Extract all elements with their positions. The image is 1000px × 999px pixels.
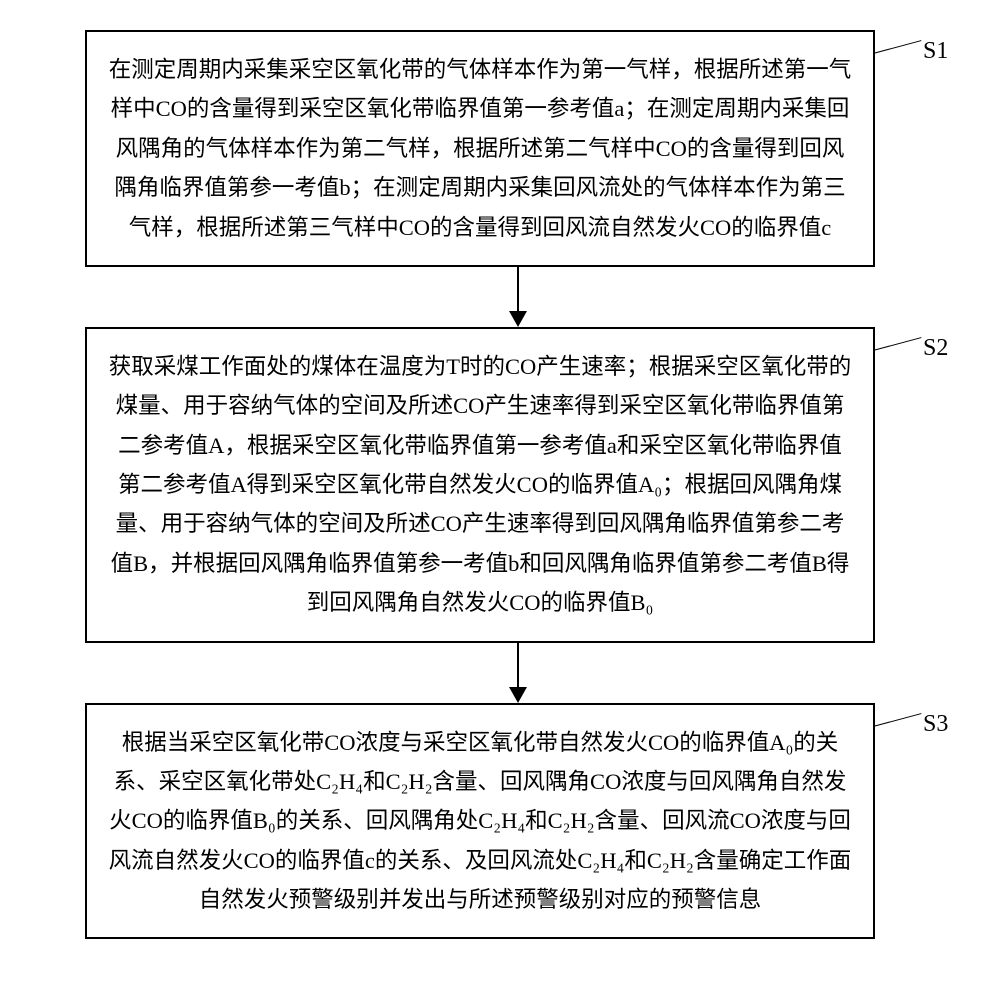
step-s2-box: 获取采煤工作面处的煤体在温度为T时的CO产生速率；根据采空区氧化带的煤量、用于容…	[85, 327, 875, 643]
step-s3-container: 根据当采空区氧化带CO浓度与采空区氧化带自然发火CO的临界值A₀的关系、采空区氧…	[50, 703, 950, 940]
arrow-s1-s2	[123, 267, 913, 327]
step-s1-label-text: S1	[923, 38, 948, 64]
step-s3-label: S3	[923, 711, 948, 738]
label-connector-line	[873, 40, 922, 54]
step-s2-container: 获取采煤工作面处的煤体在温度为T时的CO产生速率；根据采空区氧化带的煤量、用于容…	[50, 327, 950, 643]
arrow-head-icon	[509, 687, 527, 703]
step-s3-text: 根据当采空区氧化带CO浓度与采空区氧化带自然发火CO的临界值A₀的关系、采空区氧…	[109, 730, 852, 913]
label-connector-line	[873, 337, 922, 351]
arrow-line	[517, 643, 519, 693]
step-s1-label: S1	[923, 38, 948, 65]
step-s1-text: 在测定周期内采集采空区氧化带的气体样本作为第一气样，根据所述第一气样中CO的含量…	[109, 57, 852, 240]
step-s2-text: 获取采煤工作面处的煤体在温度为T时的CO产生速率；根据采空区氧化带的煤量、用于容…	[109, 354, 852, 615]
step-s1-container: 在测定周期内采集采空区氧化带的气体样本作为第一气样，根据所述第一气样中CO的含量…	[50, 30, 950, 267]
step-s3-label-text: S3	[923, 711, 948, 737]
flowchart-container: 在测定周期内采集采空区氧化带的气体样本作为第一气样，根据所述第一气样中CO的含量…	[50, 30, 950, 939]
label-connector-line	[873, 713, 922, 727]
step-s2-label: S2	[923, 335, 948, 362]
arrow-head-icon	[509, 311, 527, 327]
step-s3-box: 根据当采空区氧化带CO浓度与采空区氧化带自然发火CO的临界值A₀的关系、采空区氧…	[85, 703, 875, 940]
arrow-line	[517, 267, 519, 317]
step-s1-box: 在测定周期内采集采空区氧化带的气体样本作为第一气样，根据所述第一气样中CO的含量…	[85, 30, 875, 267]
step-s2-label-text: S2	[923, 335, 948, 361]
arrow-s2-s3	[123, 643, 913, 703]
